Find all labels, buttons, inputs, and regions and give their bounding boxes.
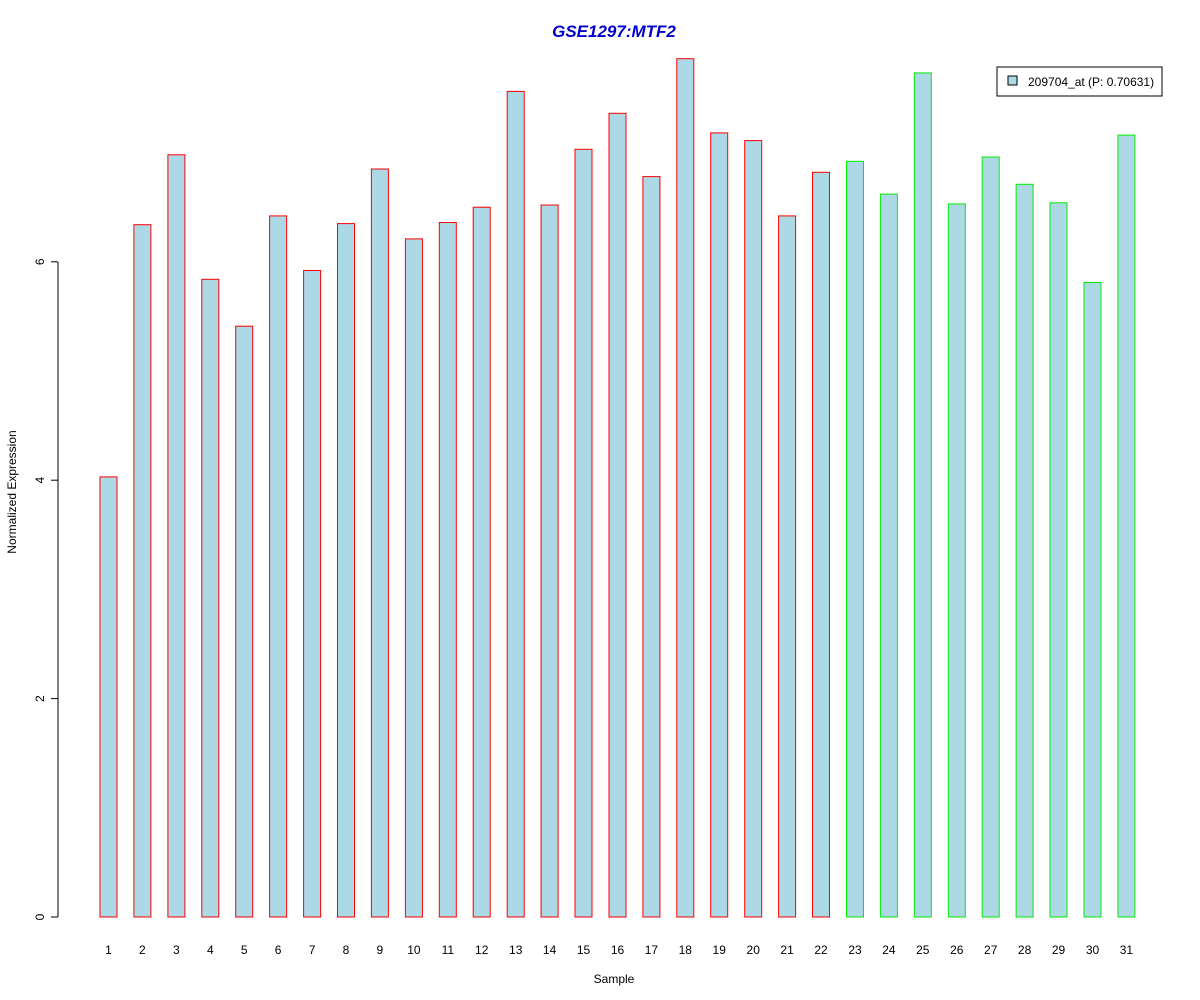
bar-sample-4 [201, 278, 220, 918]
x-tick-label: 3 [173, 943, 180, 957]
bar-sample-19 [710, 132, 729, 918]
bar-sample-24 [879, 193, 898, 918]
x-tick-label: 7 [309, 943, 316, 957]
bar-sample-5 [235, 325, 254, 918]
x-tick-label: 4 [207, 943, 214, 957]
bar-sample-9 [370, 168, 389, 918]
x-tick-label: 26 [950, 943, 964, 957]
x-tick-label: 8 [343, 943, 350, 957]
bar-sample-26 [947, 203, 966, 918]
bar-sample-2 [133, 224, 152, 918]
x-tick-label: 22 [814, 943, 828, 957]
x-tick-label: 11 [442, 943, 455, 957]
bar-sample-31 [1117, 134, 1136, 918]
x-tick-label: 16 [611, 943, 625, 957]
bar-sample-16 [608, 112, 627, 918]
bar-sample-28 [1015, 183, 1034, 918]
bar-sample-7 [303, 270, 322, 918]
bar-sample-20 [744, 140, 763, 918]
x-tick-label: 6 [275, 943, 282, 957]
y-axis: 0 2 4 6 [33, 258, 59, 920]
x-tick-label: 31 [1120, 943, 1134, 957]
x-tick-label: 14 [543, 943, 557, 957]
x-tick-label: 28 [1018, 943, 1032, 957]
x-tick-label: 25 [916, 943, 930, 957]
bar-sample-8 [337, 223, 355, 918]
chart-title: GSE1297:MTF2 [552, 22, 676, 41]
bar-sample-11 [438, 222, 457, 918]
y-axis-label: Normalized Expression [5, 430, 19, 553]
y-tick-label: 2 [33, 695, 47, 702]
x-tick-label: 2 [139, 943, 146, 957]
legend-box [996, 66, 1163, 97]
x-tick-label: 27 [984, 943, 998, 957]
x-tick-label: 12 [475, 943, 489, 957]
bar-sample-25 [913, 72, 932, 918]
x-tick-label: 1 [105, 943, 112, 957]
x-tick-label: 9 [377, 943, 384, 957]
x-tick-label: 29 [1052, 943, 1066, 957]
bar-sample-14 [540, 204, 559, 918]
y-tick-label: 0 [33, 913, 47, 920]
x-axis-label: Sample [594, 972, 635, 986]
bar-sample-21 [778, 215, 797, 918]
x-tick-label: 30 [1086, 943, 1100, 957]
bar-sample-12 [472, 206, 491, 918]
x-tick-labels: 1 2 3 4 5 6 7 8 9 10 11 12 13 14 15 16 17 18 19 20 21 22 23 24 2… [105, 943, 1133, 957]
bar-sample-18 [676, 58, 695, 918]
legend-swatch [1007, 75, 1018, 86]
x-tick-label: 21 [780, 943, 794, 957]
bar-sample-15 [574, 148, 593, 918]
x-tick-label: 10 [407, 943, 421, 957]
bar-sample-27 [981, 156, 1000, 918]
bar-sample-23 [846, 160, 864, 918]
bar-sample-17 [642, 176, 661, 918]
bar-sample-10 [404, 238, 423, 918]
bar-sample-6 [269, 215, 288, 918]
x-tick-label: 23 [848, 943, 862, 957]
x-tick-label: 13 [509, 943, 523, 957]
x-tick-label: 18 [679, 943, 693, 957]
bar-sample-30 [1083, 282, 1102, 918]
x-tick-label: 24 [882, 943, 896, 957]
x-tick-label: 15 [577, 943, 591, 957]
y-tick-label: 4 [33, 477, 47, 484]
bar-sample-3 [167, 154, 186, 918]
bar-sample-22 [812, 171, 830, 918]
bars-group [99, 58, 1136, 918]
y-tick-label: 6 [33, 258, 47, 265]
bar-sample-1 [99, 476, 118, 918]
bar-sample-13 [506, 90, 525, 918]
bar-sample-29 [1049, 202, 1068, 918]
x-tick-label: 17 [645, 943, 659, 957]
x-tick-label: 19 [713, 943, 727, 957]
legend-label: 209704_at (P: 0.70631) [1028, 75, 1154, 89]
x-tick-label: 5 [241, 943, 248, 957]
legend: 209704_at (P: 0.70631) [996, 66, 1163, 97]
x-tick-label: 20 [747, 943, 761, 957]
